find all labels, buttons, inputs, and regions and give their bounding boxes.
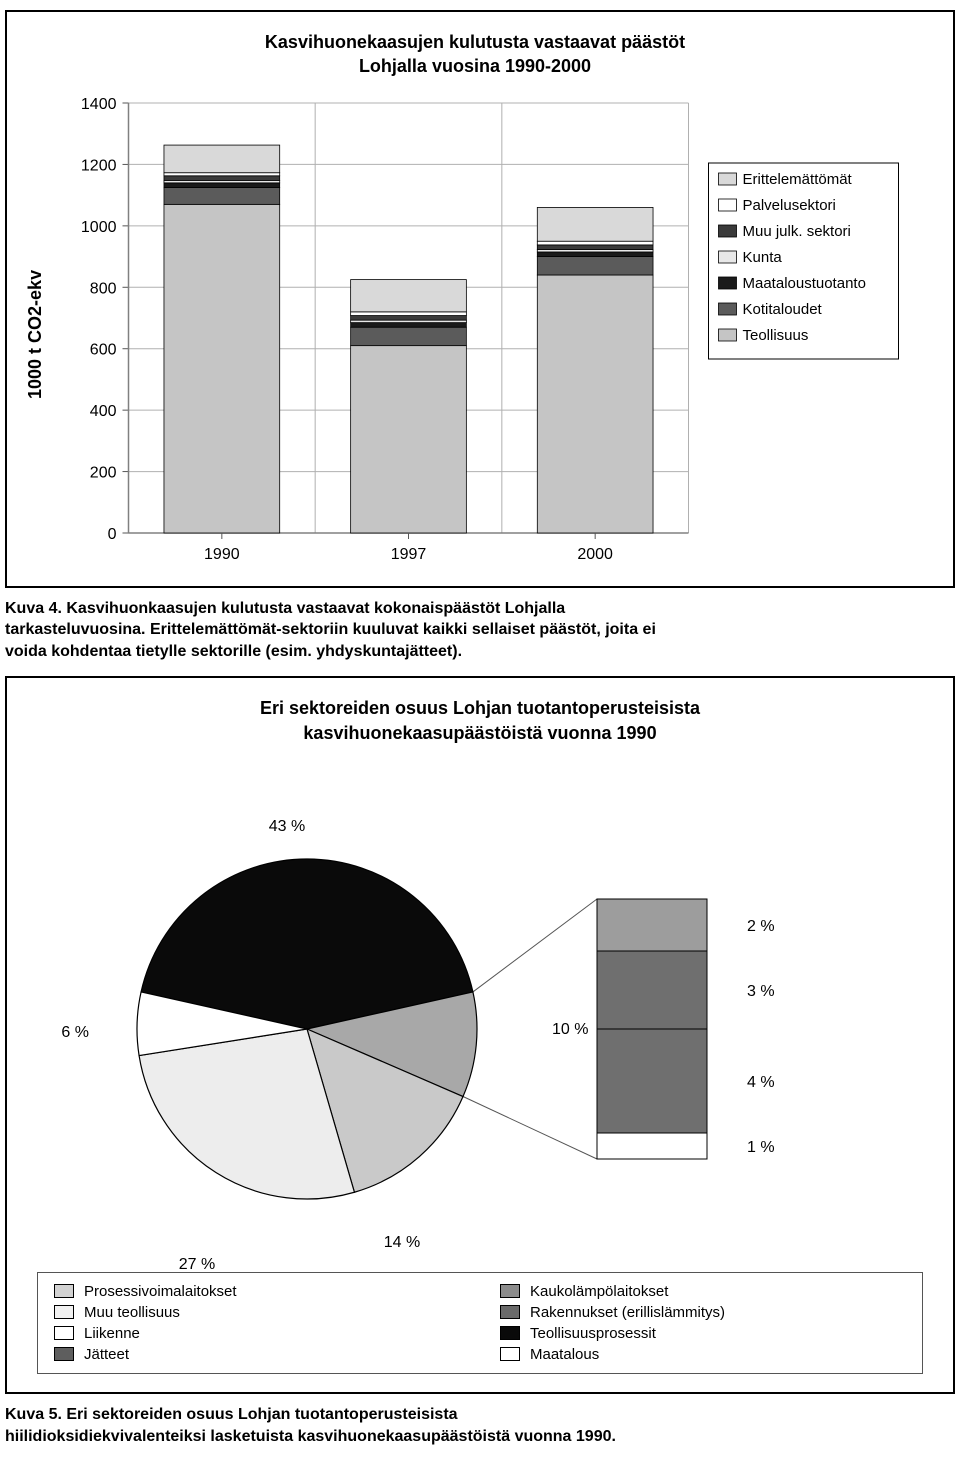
svg-text:27 %: 27 % [179, 1256, 215, 1269]
svg-text:14 %: 14 % [384, 1234, 420, 1251]
svg-text:1990: 1990 [204, 546, 240, 563]
caption1-l1: Kuva 4. Kasvihuonkaasujen kulutusta vast… [5, 600, 565, 617]
caption2-l1: Kuva 5. Eri sektoreiden osuus Lohjan tuo… [5, 1406, 458, 1423]
pie-title-line2: kasvihuonekaasupäästöistä vuonna 1990 [303, 723, 656, 743]
pie-legend-item: Liikenne [54, 1325, 460, 1342]
bar-title-line1: Kasvihuonekaasujen kulutusta vastaavat p… [265, 32, 685, 52]
svg-text:600: 600 [90, 341, 117, 358]
bar-chart-panel: Kasvihuonekaasujen kulutusta vastaavat p… [5, 10, 955, 588]
svg-text:Maataloustuotanto: Maataloustuotanto [743, 275, 866, 292]
caption-kuva4: Kuva 4. Kasvihuonkaasujen kulutusta vast… [5, 598, 955, 663]
legend-swatch [54, 1326, 74, 1340]
caption1-l2: tarkasteluvuosina. Erittelemättömät-sekt… [5, 621, 656, 638]
pie-legend-item: Kaukolämpölaitokset [500, 1283, 906, 1300]
pie-legend-item: Muu teollisuus [54, 1304, 460, 1321]
svg-text:4 %: 4 % [747, 1074, 775, 1091]
svg-text:800: 800 [90, 280, 117, 297]
pie-legend-item: Maatalous [500, 1346, 906, 1363]
svg-text:1400: 1400 [81, 96, 117, 113]
svg-text:0: 0 [108, 526, 117, 543]
pie-legend-item: Rakennukset (erillislämmitys) [500, 1304, 906, 1321]
svg-text:200: 200 [90, 464, 117, 481]
legend-swatch [54, 1305, 74, 1319]
pie-legend-item: Prosessivoimalaitokset [54, 1283, 460, 1300]
svg-text:3 %: 3 % [747, 983, 775, 1000]
svg-text:1200: 1200 [81, 157, 117, 174]
bar-plot: 0 200 400 600 800 1000 1200 1400 1990 1997 2000 Eri… [46, 93, 931, 576]
svg-text:400: 400 [90, 403, 117, 420]
legend-label: Prosessivoimalaitokset [84, 1283, 237, 1300]
legend-swatch [54, 1347, 74, 1361]
legend-label: Jätteet [84, 1346, 129, 1363]
y-axis-label: 1000 t CO2-ekv [19, 93, 46, 576]
pie-legend-item: Jätteet [54, 1346, 460, 1363]
bar-chart-wrap: 1000 t CO2-ekv 0 200 400 600 800 1000 1200 1400… [19, 93, 931, 576]
svg-text:2000: 2000 [577, 546, 613, 563]
legend-swatch [500, 1305, 520, 1319]
legend-swatch [500, 1326, 520, 1340]
caption-kuva5: Kuva 5. Eri sektoreiden osuus Lohjan tuo… [5, 1404, 955, 1447]
legend-label: Muu teollisuus [84, 1304, 180, 1321]
legend-swatch [500, 1347, 520, 1361]
svg-text:1000: 1000 [81, 218, 117, 235]
legend-label: Kaukolämpölaitokset [530, 1283, 668, 1300]
pie-title-line1: Eri sektoreiden osuus Lohjan tuotantoper… [260, 698, 700, 718]
legend-swatch [54, 1284, 74, 1298]
svg-text:6 %: 6 % [61, 1024, 89, 1041]
caption1-l3: voida kohdentaa tietylle sektorille (esi… [5, 643, 462, 660]
bar-chart-title: Kasvihuonekaasujen kulutusta vastaavat p… [19, 30, 931, 79]
pie-legend: Prosessivoimalaitokset Kaukolämpölaitokse… [37, 1272, 923, 1374]
svg-text:1 %: 1 % [747, 1139, 775, 1156]
pie-chart-panel: Eri sektoreiden osuus Lohjan tuotantoper… [5, 676, 955, 1394]
svg-text:Teollisuus: Teollisuus [743, 327, 809, 344]
svg-text:Muu julk. sektori: Muu julk. sektori [743, 223, 851, 240]
svg-text:Erittelemättömät: Erittelemättömät [743, 171, 853, 188]
legend-label: Maatalous [530, 1346, 599, 1363]
svg-text:Kotitaloudet: Kotitaloudet [743, 301, 823, 318]
legend-label: Teollisuusprosessit [530, 1325, 656, 1342]
svg-text:10 %: 10 % [552, 1021, 588, 1038]
pie-chart-svg: 43 % 10 % 14 % 27 % 6 % 2 % 3 % 4 % 1 % [37, 759, 907, 1269]
svg-text:Palvelusektori: Palvelusektori [743, 197, 836, 214]
legend-swatch [500, 1284, 520, 1298]
svg-text:43 %: 43 % [269, 818, 305, 835]
svg-text:Kunta: Kunta [743, 249, 783, 266]
bar-chart-svg: 0 200 400 600 800 1000 1200 1400 1990 1997 2000 Eri… [46, 93, 931, 573]
bar-title-line2: Lohjalla vuosina 1990-2000 [359, 56, 591, 76]
legend-label: Liikenne [84, 1325, 140, 1342]
legend-label: Rakennukset (erillislämmitys) [530, 1304, 725, 1321]
pie-legend-item: Teollisuusprosessit [500, 1325, 906, 1342]
pie-chart-title: Eri sektoreiden osuus Lohjan tuotantoper… [37, 696, 923, 745]
svg-text:2 %: 2 % [747, 918, 775, 935]
svg-text:1997: 1997 [391, 546, 427, 563]
caption2-l2: hiilidioksidiekvivalenteiksi lasketuista… [5, 1428, 616, 1445]
